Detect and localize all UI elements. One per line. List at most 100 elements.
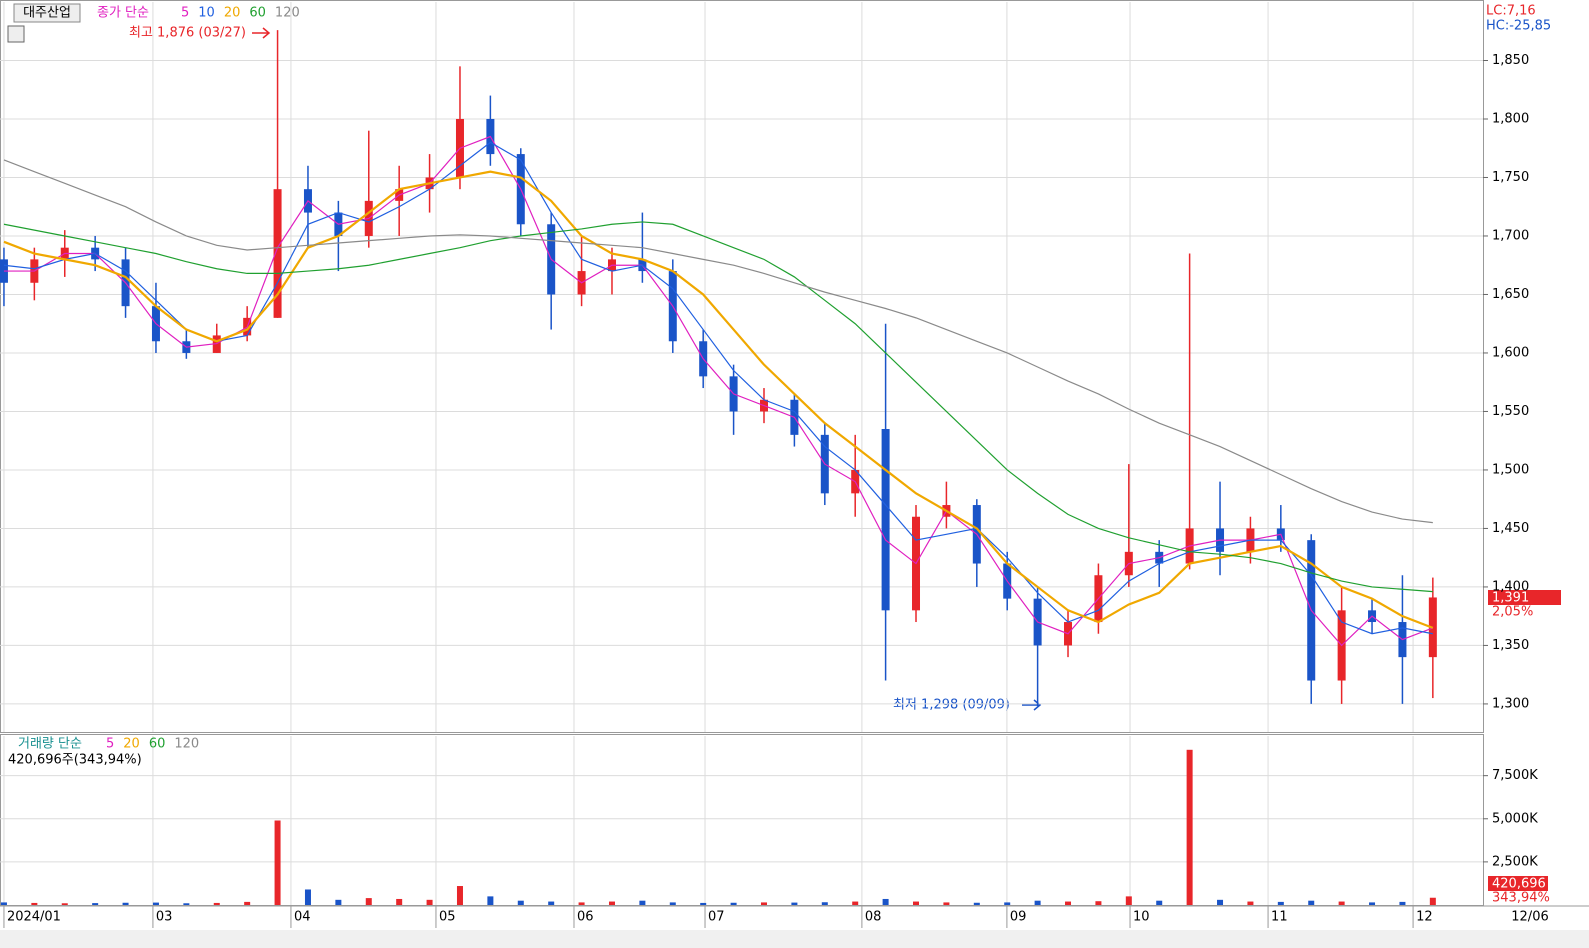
legend-entry: 60 [149, 737, 166, 752]
volume-bar [943, 902, 950, 905]
volume-bar [760, 902, 767, 905]
volume-bar [882, 898, 889, 905]
y-tick-label: 1,300 [1492, 696, 1529, 711]
scroll-strip [0, 930, 1589, 948]
legend-entry: 10 [198, 6, 215, 21]
volume-bar [1004, 902, 1011, 905]
x-tick-label: 03 [156, 910, 173, 925]
volume-bar [730, 902, 737, 905]
y-tick-label: 1,450 [1492, 521, 1529, 536]
x-tick-label: 07 [708, 910, 725, 925]
y-tick-label: 1,750 [1492, 170, 1529, 185]
legend-entry: 5 [106, 737, 114, 752]
volume-bar [973, 902, 980, 905]
volume-bar [700, 902, 707, 905]
volume-bar [365, 898, 372, 905]
volume-bar [1369, 902, 1376, 905]
volume-legend-prefix: 거래량 단순 [18, 737, 82, 752]
high-label: 최고 1,876 (03/27) [129, 26, 246, 41]
volume-bar [396, 898, 403, 905]
x-tick-label: 09 [1010, 910, 1027, 925]
x-tick-label: 12 [1416, 910, 1433, 925]
legend-entry: 60 [249, 6, 266, 21]
volume-bar [1338, 901, 1345, 905]
volume-bar [1065, 901, 1072, 905]
volume-bar [1186, 749, 1193, 905]
price-tag [1488, 590, 1561, 605]
ma-line [3, 221, 1433, 593]
y-tick-label: 1,600 [1492, 345, 1529, 360]
volume-bar [548, 901, 555, 905]
volume-bar [1034, 900, 1041, 905]
x-tick-label: 2024/01 [7, 910, 61, 925]
volume-bar [1429, 897, 1436, 905]
candle-body [273, 189, 282, 318]
volume-bar [92, 903, 99, 905]
y-tick-label: 1,650 [1492, 287, 1529, 302]
y-tick-label: 1,800 [1492, 111, 1529, 126]
lc-label: LC:7,16 [1486, 4, 1536, 19]
volume-bar [821, 902, 828, 905]
volume-bar [791, 902, 798, 905]
chart-title: 대주산업 [23, 6, 71, 21]
volume-bar [274, 820, 281, 905]
volume-bar [335, 899, 342, 905]
ma-line [3, 141, 1433, 635]
price-frame [0, 0, 1484, 733]
x-tick-label: 11 [1271, 910, 1288, 925]
ma-line [3, 159, 1433, 524]
legend-entry: 20 [123, 737, 140, 752]
volume-info: 420,696주(343,94%) [8, 753, 142, 768]
x-tick-label: 08 [865, 910, 882, 925]
x-tick-label: 10 [1133, 910, 1150, 925]
volume-tag [1488, 876, 1548, 891]
volume-bar [304, 889, 311, 905]
y-tick-label: 1,550 [1492, 404, 1529, 419]
volume-bar [1247, 901, 1254, 905]
volume-tag-text: 420,696 [1492, 877, 1546, 892]
y-tick-label: 2,500K [1492, 854, 1538, 869]
volume-bar [1095, 901, 1102, 905]
volume-bar [122, 902, 129, 905]
y-tick-label: 1,700 [1492, 228, 1529, 243]
volume-bar [913, 901, 920, 905]
volume-bar [213, 902, 220, 905]
ratio-tag: 343,94% [1492, 891, 1550, 906]
change-tag: 2,05% [1492, 605, 1533, 620]
end-date: 12/06 [1511, 910, 1548, 925]
title-box[interactable] [13, 3, 81, 23]
volume-bar [1217, 899, 1224, 905]
table-icon[interactable] [7, 25, 25, 43]
low-arrow [1022, 699, 1042, 711]
legend-entry: 120 [174, 737, 199, 752]
high-arrow [252, 27, 271, 39]
ma-line [3, 135, 1434, 647]
y-tick-label: 5,000K [1492, 811, 1538, 826]
legend-entry: 5 [181, 6, 189, 21]
candle-body [881, 429, 890, 611]
volume-bar [244, 901, 251, 905]
x-tick-label: 06 [577, 910, 594, 925]
legend-prefix: 종가 단순 [97, 6, 149, 21]
y-tick-label: 1,850 [1492, 53, 1529, 68]
volume-bar [0, 902, 7, 905]
y-tick-label: 1,400 [1492, 579, 1529, 594]
volume-bar [639, 900, 646, 905]
volume-bar [669, 902, 676, 905]
price-tag-text: 1,391 [1492, 591, 1529, 606]
volume-bar [1156, 900, 1163, 905]
volume-bar [1125, 896, 1132, 905]
volume-bar [487, 896, 494, 905]
volume-bar [1399, 901, 1406, 905]
legend-entry: 20 [224, 6, 241, 21]
volume-bar [852, 901, 859, 905]
volume-bar [517, 900, 524, 905]
volume-bar [31, 902, 38, 905]
y-tick-label: 1,350 [1492, 638, 1529, 653]
y-tick-label: 7,500K [1492, 768, 1538, 783]
volume-bar [61, 903, 68, 905]
volume-bar [426, 899, 433, 905]
volume-bar [578, 902, 585, 905]
